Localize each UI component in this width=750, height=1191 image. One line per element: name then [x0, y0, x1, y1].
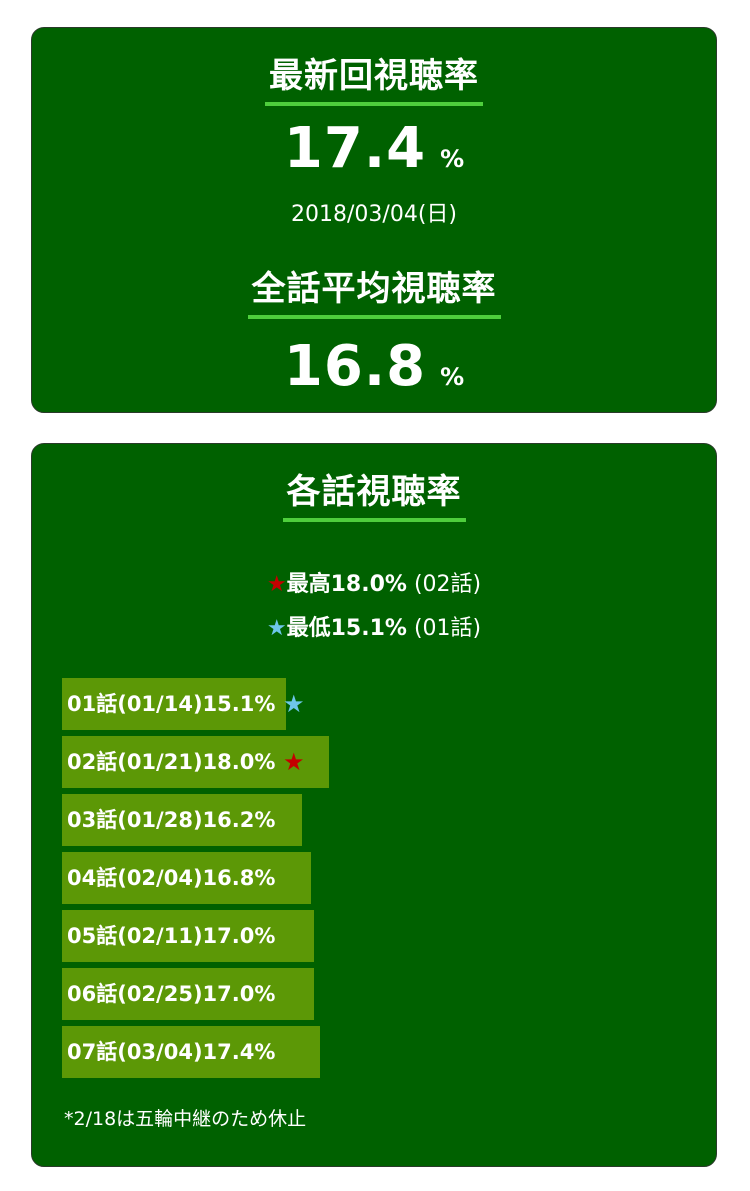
min-rating-text: 最低15.1%: [286, 616, 407, 641]
latest-rating-card: 最新回視聴率 17.4% 2018/03/04(日) 全話平均視聴率 16.8%: [31, 27, 717, 413]
average-rating-number: 16.8: [283, 334, 427, 399]
bar: [62, 968, 314, 1020]
average-heading: 全話平均視聴率: [32, 269, 716, 319]
max-rating-summary: ★最高18.0% (02話): [32, 566, 716, 598]
latest-rating-number: 17.4: [283, 116, 427, 181]
max-rating-episode: (02話): [413, 572, 482, 597]
episodes-heading-text: 各話視聴率: [282, 472, 466, 522]
bar-label: 07話(03/04)17.4%: [67, 1040, 276, 1064]
min-marker-star-icon: ★: [283, 690, 305, 718]
bar-label: 01話(01/14)15.1%: [67, 692, 276, 716]
latest-heading-text: 最新回視聴率: [265, 56, 483, 106]
min-rating-summary: ★最低15.1% (01話): [32, 610, 716, 642]
latest-heading: 最新回視聴率: [32, 56, 716, 106]
average-rating-value: 16.8%: [32, 334, 716, 399]
bar-label: 05話(02/11)17.0%: [67, 924, 276, 948]
footnote: *2/18は五輪中継のため休止: [64, 1108, 307, 1130]
latest-rating-value: 17.4%: [32, 116, 716, 181]
max-rating-text: 最高18.0%: [286, 572, 407, 597]
bar: [62, 678, 286, 730]
average-heading-text: 全話平均視聴率: [247, 269, 501, 319]
min-rating-episode: (01話): [413, 616, 482, 641]
latest-broadcast-date: 2018/03/04(日): [291, 202, 457, 227]
min-star-icon: ★: [266, 616, 287, 641]
bar: [62, 910, 314, 962]
bar-label: 02話(01/21)18.0%: [67, 750, 276, 774]
bar-label: 06話(02/25)17.0%: [67, 982, 276, 1006]
bar-label: 04話(02/04)16.8%: [67, 866, 276, 890]
bar: [62, 736, 329, 788]
average-rating-unit: %: [440, 363, 465, 391]
max-marker-star-icon: ★: [283, 748, 305, 776]
episodes-heading: 各話視聴率: [32, 472, 716, 522]
bar-label: 03話(01/28)16.2%: [67, 808, 276, 832]
bar: [62, 1026, 320, 1078]
latest-rating-unit: %: [440, 145, 465, 173]
bar: [62, 794, 302, 846]
max-star-icon: ★: [266, 572, 287, 597]
episode-ratings-card: 各話視聴率 ★最高18.0% (02話) ★最低15.1% (01話) 01話(…: [31, 443, 717, 1167]
bar: [62, 852, 311, 904]
